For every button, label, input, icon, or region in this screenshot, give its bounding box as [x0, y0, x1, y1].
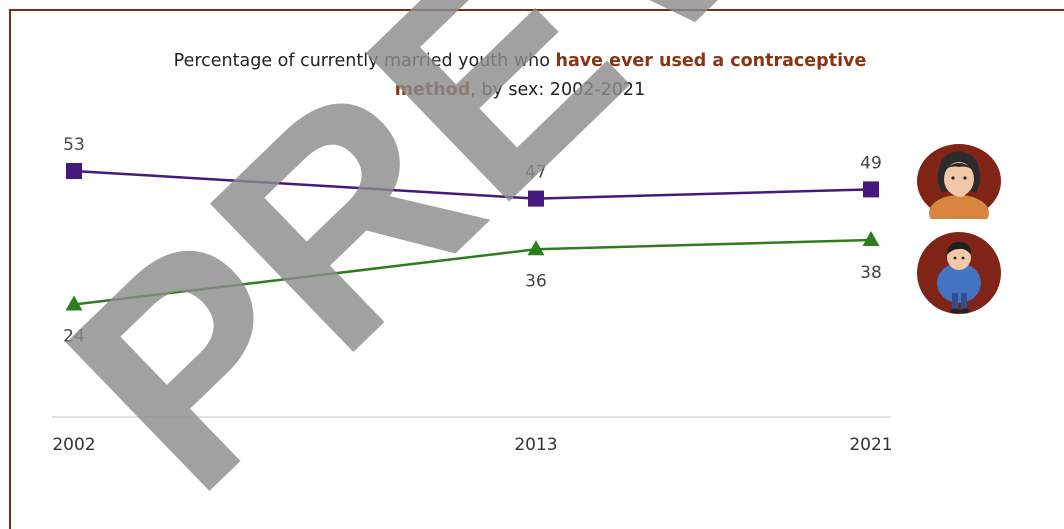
- data-label: 47: [525, 163, 547, 183]
- title-part-1: Percentage of currently married youth wh…: [173, 51, 556, 71]
- man-avatar-icon: [917, 232, 1001, 314]
- chart-title: Percentage of currently married youth wh…: [150, 47, 890, 105]
- data-label: 49: [860, 153, 882, 173]
- x-tick-label: 2021: [849, 435, 892, 455]
- title-highlight: have ever used a contraceptive method: [394, 51, 867, 100]
- title-part-2: , by sex: 2002-2021: [470, 80, 646, 100]
- data-point-square: [528, 190, 544, 207]
- woman-avatar-icon: [917, 144, 1001, 219]
- data-point-square: [66, 163, 82, 179]
- data-label: 36: [525, 271, 547, 291]
- data-label: 53: [63, 135, 85, 155]
- series-line: [73, 169, 872, 200]
- x-tick-label: 2002: [52, 435, 95, 455]
- data-point-triangle: [65, 295, 83, 311]
- data-label: 24: [63, 327, 85, 347]
- data-point-triangle: [862, 231, 880, 247]
- series-line: [73, 238, 872, 306]
- line-chart: 2002 2013 2021 53 47 49 24 36 38: [52, 135, 893, 455]
- x-tick-label: 2013: [514, 435, 557, 455]
- chart-frame: [9, 9, 1064, 529]
- data-label: 38: [860, 263, 882, 283]
- data-point-triangle: [527, 240, 545, 256]
- data-point-square: [863, 181, 879, 198]
